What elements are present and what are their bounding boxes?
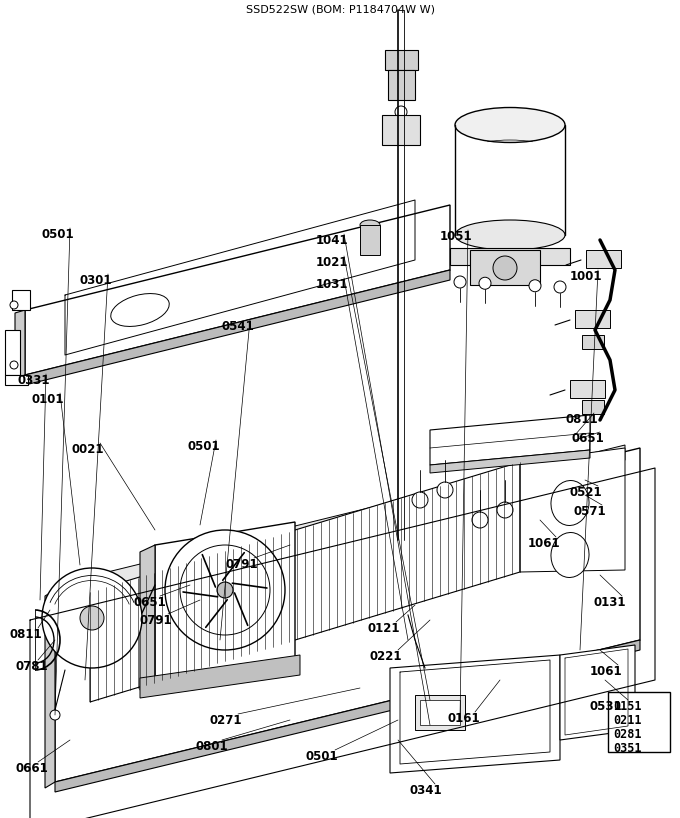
Polygon shape <box>390 655 560 773</box>
Polygon shape <box>55 640 640 792</box>
Polygon shape <box>430 450 590 473</box>
Ellipse shape <box>455 220 565 250</box>
Bar <box>582 335 604 349</box>
Polygon shape <box>75 445 625 595</box>
Text: 0221: 0221 <box>370 650 403 663</box>
Circle shape <box>165 530 285 650</box>
Polygon shape <box>45 590 55 788</box>
Polygon shape <box>388 70 415 100</box>
Circle shape <box>454 276 466 288</box>
Circle shape <box>10 361 18 369</box>
Text: 1041: 1041 <box>316 234 349 247</box>
Polygon shape <box>155 522 295 683</box>
Text: 0151: 0151 <box>613 700 641 713</box>
Text: 0531: 0531 <box>590 700 623 713</box>
Circle shape <box>437 482 453 498</box>
Polygon shape <box>140 545 155 690</box>
Text: 0811: 0811 <box>10 628 43 641</box>
Polygon shape <box>470 250 540 285</box>
Text: 0501: 0501 <box>188 440 220 453</box>
Polygon shape <box>15 310 25 378</box>
Text: SSD522SW (BOM: P1184704W W): SSD522SW (BOM: P1184704W W) <box>245 5 435 15</box>
Circle shape <box>472 512 488 528</box>
Polygon shape <box>382 115 420 145</box>
Text: 0121: 0121 <box>368 622 401 635</box>
Polygon shape <box>560 645 635 740</box>
Circle shape <box>180 545 270 635</box>
Text: 0801: 0801 <box>195 740 228 753</box>
Polygon shape <box>5 375 28 385</box>
Circle shape <box>529 280 541 292</box>
Polygon shape <box>25 205 450 375</box>
Text: 0101: 0101 <box>32 393 65 406</box>
Text: 0541: 0541 <box>222 320 255 333</box>
Text: 0161: 0161 <box>448 712 481 725</box>
Text: 0651: 0651 <box>133 596 166 609</box>
Polygon shape <box>55 448 640 782</box>
Text: 1061: 1061 <box>590 665 623 678</box>
Polygon shape <box>430 415 590 465</box>
Bar <box>570 380 605 398</box>
Circle shape <box>497 502 513 518</box>
Polygon shape <box>520 448 625 572</box>
Text: 1061: 1061 <box>528 537 560 550</box>
Bar <box>415 695 465 730</box>
Polygon shape <box>12 290 30 310</box>
Circle shape <box>42 568 142 668</box>
Polygon shape <box>450 248 570 265</box>
Text: 0301: 0301 <box>80 274 112 287</box>
Bar <box>575 310 610 328</box>
Polygon shape <box>25 270 450 385</box>
Ellipse shape <box>111 294 169 326</box>
Text: 0781: 0781 <box>15 660 48 673</box>
Bar <box>360 225 380 255</box>
Circle shape <box>479 277 491 290</box>
Text: 0021: 0021 <box>72 443 105 456</box>
Text: 0341: 0341 <box>410 784 443 797</box>
Text: 0501: 0501 <box>305 750 338 763</box>
Text: 0521: 0521 <box>570 486 602 499</box>
Circle shape <box>395 106 407 118</box>
Text: 1001: 1001 <box>570 270 602 283</box>
Circle shape <box>80 606 104 630</box>
Circle shape <box>412 492 428 508</box>
Ellipse shape <box>551 480 589 525</box>
Ellipse shape <box>455 107 565 142</box>
Bar <box>586 250 621 268</box>
Text: 1031: 1031 <box>316 278 348 291</box>
Circle shape <box>50 710 60 720</box>
Text: 0281: 0281 <box>613 728 641 741</box>
Text: 0791: 0791 <box>226 558 258 571</box>
Text: 0661: 0661 <box>15 762 48 775</box>
Bar <box>608 692 670 752</box>
Text: 1051: 1051 <box>440 230 473 243</box>
Circle shape <box>10 301 18 309</box>
Ellipse shape <box>360 220 380 230</box>
Polygon shape <box>155 660 295 695</box>
Polygon shape <box>90 462 520 702</box>
Text: 0501: 0501 <box>42 228 75 241</box>
Circle shape <box>554 281 566 293</box>
Circle shape <box>493 256 517 280</box>
Polygon shape <box>140 655 300 698</box>
Text: 0211: 0211 <box>613 714 641 727</box>
Polygon shape <box>385 50 418 70</box>
Text: 0791: 0791 <box>140 614 173 627</box>
Text: 0271: 0271 <box>210 714 243 727</box>
Text: 0351: 0351 <box>613 742 641 755</box>
Bar <box>582 400 604 414</box>
Text: 0571: 0571 <box>574 505 607 518</box>
Ellipse shape <box>551 533 589 578</box>
Text: 0811: 0811 <box>566 413 598 426</box>
Text: 0131: 0131 <box>594 596 626 609</box>
Text: 0651: 0651 <box>572 432 605 445</box>
Text: 0331: 0331 <box>18 374 50 387</box>
Text: 1021: 1021 <box>316 256 348 269</box>
Circle shape <box>217 582 233 598</box>
Polygon shape <box>5 330 20 375</box>
Bar <box>420 700 460 725</box>
